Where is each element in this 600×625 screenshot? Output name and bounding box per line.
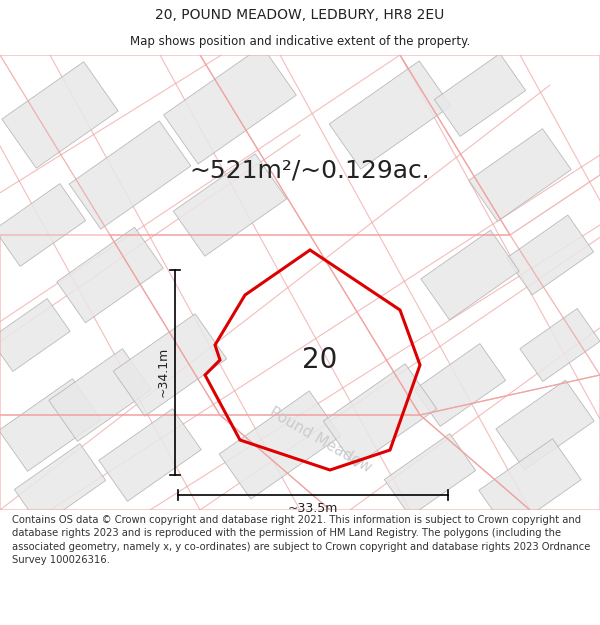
Polygon shape xyxy=(0,379,101,471)
Text: 20: 20 xyxy=(302,346,338,374)
Text: ~521m²/~0.129ac.: ~521m²/~0.129ac. xyxy=(190,158,430,182)
Text: ~33.5m: ~33.5m xyxy=(288,503,338,516)
Polygon shape xyxy=(479,439,581,531)
Polygon shape xyxy=(173,154,287,256)
Polygon shape xyxy=(99,409,201,501)
Polygon shape xyxy=(14,444,106,526)
Text: Contains OS data © Crown copyright and database right 2021. This information is : Contains OS data © Crown copyright and d… xyxy=(12,515,590,565)
Polygon shape xyxy=(323,364,437,466)
Polygon shape xyxy=(57,228,163,322)
Polygon shape xyxy=(434,54,526,136)
Text: ~34.1m: ~34.1m xyxy=(157,347,170,397)
Text: Pound Meadow: Pound Meadow xyxy=(266,404,374,476)
Polygon shape xyxy=(385,434,476,516)
Polygon shape xyxy=(113,314,227,416)
Polygon shape xyxy=(219,391,341,499)
Polygon shape xyxy=(415,344,506,426)
Polygon shape xyxy=(0,299,70,371)
Polygon shape xyxy=(69,121,191,229)
Text: 20, POUND MEADOW, LEDBURY, HR8 2EU: 20, POUND MEADOW, LEDBURY, HR8 2EU xyxy=(155,8,445,22)
Polygon shape xyxy=(520,309,600,381)
Polygon shape xyxy=(49,349,151,441)
Polygon shape xyxy=(2,62,118,168)
Polygon shape xyxy=(469,129,571,221)
Text: Map shows position and indicative extent of the property.: Map shows position and indicative extent… xyxy=(130,35,470,48)
Polygon shape xyxy=(0,184,86,266)
Polygon shape xyxy=(421,230,519,320)
Polygon shape xyxy=(506,215,593,295)
Polygon shape xyxy=(329,61,451,169)
Polygon shape xyxy=(496,380,594,470)
Polygon shape xyxy=(164,46,296,164)
